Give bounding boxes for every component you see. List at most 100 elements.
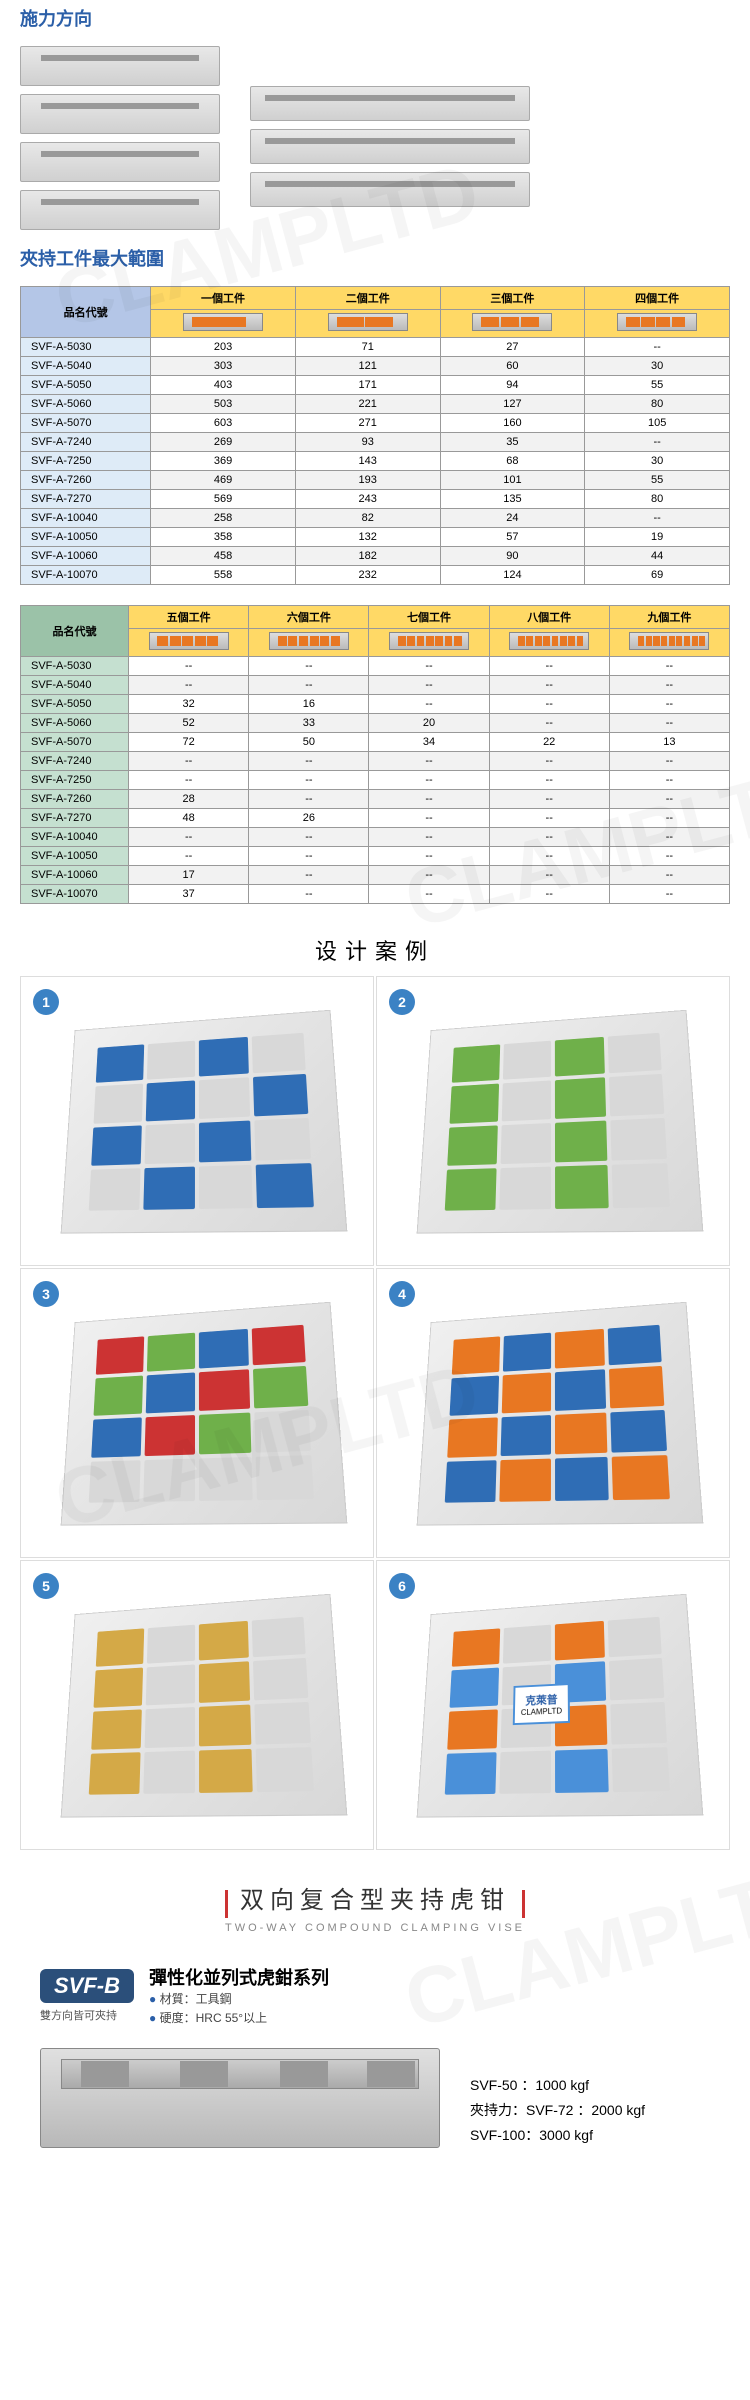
workpiece-illustration — [440, 310, 585, 338]
spec-value: 17 — [129, 866, 249, 885]
model-code: SVF-A-7250 — [21, 452, 151, 471]
workpiece-illustration — [489, 629, 609, 657]
card-number-badge: 2 — [389, 989, 415, 1015]
model-code: SVF-A-10070 — [21, 566, 151, 585]
workpiece-header: 九個工件 — [609, 606, 729, 629]
spec-value: -- — [249, 657, 369, 676]
spec-value: -- — [369, 657, 489, 676]
spec-value: -- — [609, 828, 729, 847]
model-code: SVF-A-10060 — [21, 866, 129, 885]
spec-value: -- — [249, 866, 369, 885]
spec-value: 32 — [129, 695, 249, 714]
spec-value: 90 — [440, 547, 585, 566]
design-grid: 123456克萊普CLAMPLTD — [0, 976, 750, 1850]
workpiece-illustration — [585, 310, 730, 338]
spec-value: 94 — [440, 376, 585, 395]
spec-value: -- — [489, 714, 609, 733]
spec-value: -- — [609, 866, 729, 885]
spec-table-2: 品名代號五個工件六個工件七個工件八個工件九個工件 SVF-A-5030-----… — [20, 605, 730, 904]
card-number-badge: 6 — [389, 1573, 415, 1599]
spec-value: 19 — [585, 528, 730, 547]
spec-value: 193 — [295, 471, 440, 490]
spec-value: -- — [249, 885, 369, 904]
spec-value: -- — [609, 885, 729, 904]
spec-value: 243 — [295, 490, 440, 509]
card-number-badge: 1 — [33, 989, 59, 1015]
spec-value: 13 — [609, 733, 729, 752]
spec-value: 458 — [151, 547, 296, 566]
spec-value: 80 — [585, 490, 730, 509]
code-header: 品名代號 — [21, 606, 129, 657]
svfb-header: SVF-B 雙方向皆可夾持 彈性化並列式虎鉗系列 ● 材質：工具鋼 ● 硬度：H… — [20, 1964, 730, 2028]
model-code: SVF-A-10050 — [21, 528, 151, 547]
design-cases-title: 设计案例 — [0, 914, 750, 976]
spec-value: -- — [369, 771, 489, 790]
spec-value: -- — [609, 752, 729, 771]
spec-value: 16 — [249, 695, 369, 714]
spec-value: 101 — [440, 471, 585, 490]
spec-value: -- — [609, 657, 729, 676]
spec-value: 358 — [151, 528, 296, 547]
model-code: SVF-A-5040 — [21, 357, 151, 376]
spec-value: -- — [369, 676, 489, 695]
spec-value: 24 — [440, 509, 585, 528]
spec-value: -- — [489, 828, 609, 847]
render-illustration — [61, 1302, 347, 1526]
vise-diagram — [20, 46, 220, 86]
spec-value: -- — [489, 695, 609, 714]
product-heading: 双向复合型夹持虎钳 TWO-WAY COMPOUND CLAMPING VISE — [20, 1880, 730, 1934]
spec-value: -- — [609, 847, 729, 866]
model-code: SVF-A-10050 — [21, 847, 129, 866]
spec-value: 20 — [369, 714, 489, 733]
workpiece-header: 一個工件 — [151, 287, 296, 310]
model-code: SVF-A-7260 — [21, 471, 151, 490]
spec-value: 68 — [440, 452, 585, 471]
model-code: SVF-A-7270 — [21, 490, 151, 509]
spec-value: -- — [489, 676, 609, 695]
svfb-badge: SVF-B — [40, 1969, 134, 2003]
spec-value: 33 — [249, 714, 369, 733]
model-code: SVF-A-7270 — [21, 809, 129, 828]
spec-value: 34 — [369, 733, 489, 752]
bidirectional-note: 雙方向皆可夾持 — [40, 2007, 134, 2023]
spec-value: -- — [129, 752, 249, 771]
spec-value: -- — [489, 771, 609, 790]
spec-value: -- — [249, 771, 369, 790]
model-code: SVF-A-7240 — [21, 433, 151, 452]
product-render — [40, 2048, 440, 2148]
spec-value: -- — [609, 809, 729, 828]
model-code: SVF-A-7260 — [21, 790, 129, 809]
spec-value: 26 — [249, 809, 369, 828]
red-accent-bar — [225, 1890, 228, 1918]
spec-value: -- — [585, 433, 730, 452]
spec-value: 303 — [151, 357, 296, 376]
spec-value: -- — [369, 828, 489, 847]
force-direction-title: 施力方向 — [0, 0, 750, 36]
model-code: SVF-A-5030 — [21, 657, 129, 676]
spec-value: -- — [369, 790, 489, 809]
spec-value: -- — [489, 809, 609, 828]
spec-value: 30 — [585, 357, 730, 376]
model-code: SVF-A-5030 — [21, 338, 151, 357]
red-accent-bar — [522, 1890, 525, 1918]
spec-value: 160 — [440, 414, 585, 433]
workpiece-header: 三個工件 — [440, 287, 585, 310]
model-code: SVF-A-5060 — [21, 714, 129, 733]
spec-value: 48 — [129, 809, 249, 828]
spec-table-1: 品名代號一個工件二個工件三個工件四個工件 SVF-A-50302037127--… — [20, 286, 730, 585]
spec-value: -- — [249, 847, 369, 866]
spec-value: 57 — [440, 528, 585, 547]
spec-value: 269 — [151, 433, 296, 452]
spec-value: 80 — [585, 395, 730, 414]
spec-value: 135 — [440, 490, 585, 509]
spec-value: 69 — [585, 566, 730, 585]
vise-diagram — [20, 190, 220, 230]
spec-value: -- — [129, 676, 249, 695]
spec-value: -- — [489, 790, 609, 809]
product-section: 双向复合型夹持虎钳 TWO-WAY COMPOUND CLAMPING VISE… — [0, 1850, 750, 2198]
spec-value: 82 — [295, 509, 440, 528]
spec-value: -- — [369, 847, 489, 866]
spec-value: -- — [249, 790, 369, 809]
spec-value: 124 — [440, 566, 585, 585]
model-code: SVF-A-7240 — [21, 752, 129, 771]
